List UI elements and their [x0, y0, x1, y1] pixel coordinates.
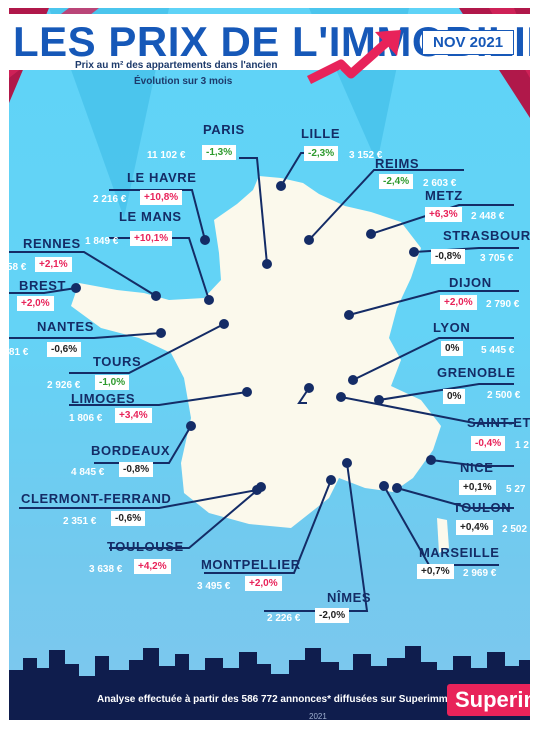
city-nantes-price: 3 581 €: [9, 347, 29, 358]
city-nantes-label: NANTES: [37, 319, 95, 334]
city-dijon-label: DIJON: [449, 275, 492, 290]
city-grenoble-price: 2 500 €: [487, 390, 521, 401]
city-dijon-change: +2,0%: [440, 295, 477, 310]
city-grenoble-label: GRENOBLE: [437, 365, 516, 380]
city-bordeaux-change: -0,8%: [119, 462, 154, 477]
city-tours-label: TOURS: [93, 354, 142, 369]
city-metz-change: +6,3%: [425, 207, 462, 222]
superimmo-logo: Superimmo: [447, 684, 530, 716]
city-brest-change: +2,0%: [17, 296, 54, 311]
city-lille-change: -2,3%: [304, 146, 339, 161]
city-rennes-label: RENNES: [23, 236, 81, 251]
city-tours-price: 2 926 €: [47, 380, 81, 391]
city-toulon-change: +0,4%: [456, 520, 493, 535]
city-reims-price: 2 603 €: [423, 178, 457, 189]
city-paris-label: PARIS: [203, 122, 245, 137]
city-marseille-price: 2 969 €: [463, 568, 497, 579]
city-lyon-change: 0%: [441, 341, 464, 356]
city-saint-etienne-price: 1 2: [515, 440, 529, 451]
subtitle-line-2: Évolution sur 3 mois: [134, 76, 233, 87]
trend-arrow-icon: [306, 30, 401, 85]
city-lille-price: 3 152 €: [349, 150, 383, 161]
city-montpellier-change: +2,0%: [245, 576, 282, 591]
subtitle-line-1: Prix au m² des appartements dans l'ancie…: [75, 60, 278, 71]
city-montpellier-price: 3 495 €: [197, 581, 231, 592]
city-le-mans-label: LE MANS: [119, 209, 182, 224]
city-limoges-price: 1 806 €: [69, 413, 103, 424]
city-nice-label: NICE: [460, 460, 494, 475]
city-marseille-label: MARSEILLE: [419, 545, 500, 560]
city-metz-label: METZ: [425, 188, 463, 203]
france-shape: [71, 176, 441, 528]
city-lyon-price: 5 445 €: [481, 345, 515, 356]
city-clermont-ferrand-price: 2 351 €: [63, 516, 97, 527]
city-bordeaux-price: 4 845 €: [71, 467, 105, 478]
city-clermont-ferrand-change: -0,6%: [111, 511, 146, 526]
city-lyon-label: LYON: [433, 320, 471, 335]
city-clermont-ferrand-label: CLERMONT-FERRAND: [21, 491, 172, 506]
city-le-havre-change: +10,8%: [140, 190, 183, 205]
city-skyline: [9, 646, 530, 720]
city-brest-label: BREST: [19, 278, 67, 293]
city-reims-label: REIMS: [375, 156, 420, 171]
city-nantes-change: -0,6%: [47, 342, 82, 357]
city-montpellier-label: MONTPELLIER: [201, 557, 301, 572]
city-saint-etienne-label: SAINT-ETIENNE: [467, 415, 530, 430]
city-paris-price: 11 102 €: [147, 150, 186, 161]
city-le-havre-price: 2 216 €: [93, 194, 127, 205]
city-toulon-price: 2 502: [502, 524, 528, 535]
city-saint-etienne-change: -0,4%: [471, 436, 506, 451]
city-nimes-label: NÎMES: [327, 590, 372, 605]
city-nimes-price: 2 226 €: [267, 613, 301, 624]
city-marseille-change: +0,7%: [417, 564, 454, 579]
city-rennes-price: 3 258 €: [9, 262, 27, 273]
city-strasbourg-label: STRASBOURG: [443, 228, 530, 243]
city-le-havre-label: LE HAVRE: [127, 170, 197, 185]
footer-subtext: 2021: [309, 712, 327, 720]
city-limoges-label: LIMOGES: [71, 391, 136, 406]
city-le-mans-change: +10,1%: [130, 231, 173, 246]
city-nice-price: 5 27: [506, 484, 526, 495]
date-badge: NOV 2021: [422, 30, 515, 55]
city-dijon-price: 2 790 €: [486, 299, 520, 310]
city-grenoble-change: 0%: [443, 389, 466, 404]
city-reims-change: -2,4%: [379, 174, 414, 189]
city-rennes-change: +2,1%: [35, 257, 72, 272]
city-limoges-change: +3,4%: [115, 408, 152, 423]
city-lille-label: LILLE: [301, 126, 341, 141]
city-le-mans-price: 1 849 €: [85, 236, 119, 247]
city-nice-change: +0,1%: [459, 480, 496, 495]
city-toulouse-label: TOULOUSE: [107, 539, 184, 554]
city-toulouse-price: 3 638 €: [89, 564, 123, 575]
city-strasbourg-price: 3 705 €: [480, 253, 514, 264]
city-strasbourg-change: -0,8%: [431, 249, 466, 264]
corsica-shape: [437, 518, 449, 553]
poster: LES PRIX DE L'IMMOBILIER NOV 2021 Prix a…: [9, 8, 530, 720]
city-paris-change: -1,3%: [202, 145, 237, 160]
france-map: [71, 176, 449, 553]
city-toulouse-change: +4,2%: [134, 559, 171, 574]
city-toulon-label: TOULON: [453, 500, 512, 515]
city-bordeaux-label: BORDEAUX: [91, 443, 171, 458]
city-metz-price: 2 448 €: [471, 211, 505, 222]
city-nimes-change: -2,0%: [315, 608, 350, 623]
footer-text: Analyse effectuée à partir des 586 772 a…: [97, 694, 478, 705]
city-tours-change: -1,0%: [95, 375, 130, 390]
